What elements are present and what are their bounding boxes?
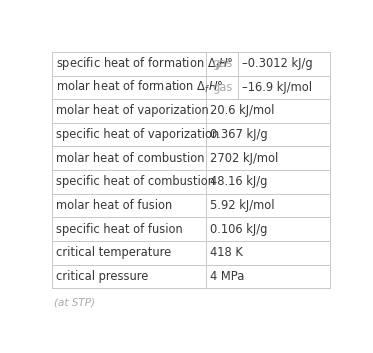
Text: 2702 kJ/mol: 2702 kJ/mol (210, 152, 278, 165)
Text: 4 MPa: 4 MPa (210, 270, 244, 283)
Text: molar heat of vaporization: molar heat of vaporization (56, 104, 209, 118)
Text: 0.106 kJ/g: 0.106 kJ/g (210, 223, 267, 236)
Text: molar heat of combustion: molar heat of combustion (56, 152, 204, 165)
Text: gas: gas (212, 57, 233, 70)
Text: 5.92 kJ/mol: 5.92 kJ/mol (210, 199, 275, 212)
Text: 0.367 kJ/g: 0.367 kJ/g (210, 128, 267, 141)
Text: critical temperature: critical temperature (56, 246, 171, 259)
Text: 20.6 kJ/mol: 20.6 kJ/mol (210, 104, 274, 118)
Text: molar heat of fusion: molar heat of fusion (56, 199, 172, 212)
Text: critical pressure: critical pressure (56, 270, 148, 283)
Text: –0.3012 kJ/g: –0.3012 kJ/g (242, 57, 313, 70)
Text: (at STP): (at STP) (54, 297, 95, 307)
Text: specific heat of vaporization: specific heat of vaporization (56, 128, 219, 141)
Text: gas: gas (212, 81, 233, 94)
Text: specific heat of fusion: specific heat of fusion (56, 223, 183, 236)
Text: specific heat of combustion: specific heat of combustion (56, 175, 215, 189)
Text: –16.9 kJ/mol: –16.9 kJ/mol (242, 81, 312, 94)
Text: molar heat of formation $\Delta_f H°$: molar heat of formation $\Delta_f H°$ (56, 79, 223, 95)
Text: 48.16 kJ/g: 48.16 kJ/g (210, 175, 267, 189)
Text: specific heat of formation $\Delta_f H°$: specific heat of formation $\Delta_f H°$ (56, 55, 233, 72)
Text: 418 K: 418 K (210, 246, 243, 259)
